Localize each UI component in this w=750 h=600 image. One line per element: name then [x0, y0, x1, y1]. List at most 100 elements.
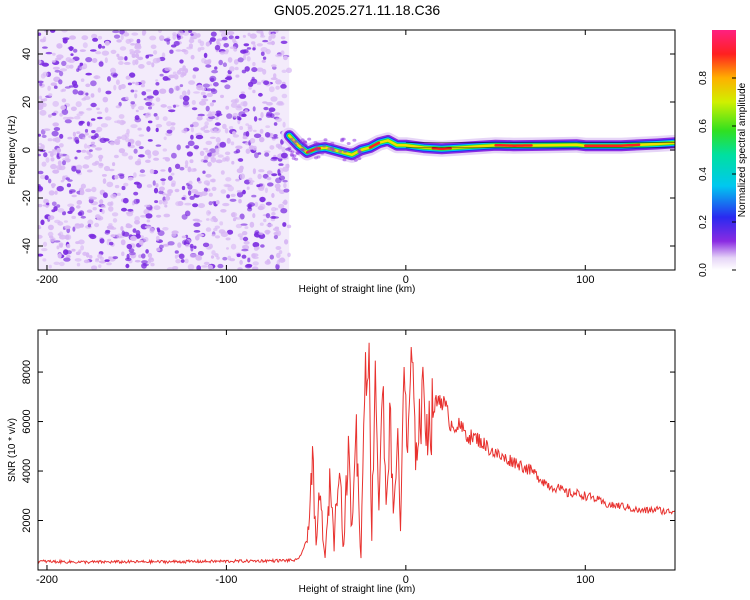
noise-speckle	[167, 241, 175, 246]
noise-speckle	[223, 183, 231, 188]
noise-speckle	[155, 123, 163, 128]
noise-speckle	[121, 207, 127, 212]
spectrogram-x-label: Height of straight line (km)	[299, 284, 416, 295]
noise-speckle	[280, 50, 285, 56]
noise-speckle	[209, 102, 215, 107]
noise-speckle	[253, 116, 258, 122]
noise-speckle	[120, 34, 124, 41]
noise-speckle	[192, 67, 199, 72]
noise-speckle	[110, 227, 117, 230]
ridge-fringe	[343, 150, 348, 153]
noise-speckle	[57, 221, 64, 226]
noise-speckle	[42, 46, 48, 49]
noise-speckle	[259, 222, 264, 226]
noise-speckle	[268, 86, 275, 93]
noise-speckle	[88, 233, 96, 238]
noise-speckle	[224, 84, 231, 90]
colorbar-tick-label: 0.8	[698, 71, 709, 85]
noise-speckle	[242, 49, 249, 54]
noise-speckle	[174, 74, 179, 80]
noise-speckle	[110, 67, 116, 74]
noise-speckle	[177, 242, 182, 248]
noise-speckle	[171, 180, 177, 186]
noise-speckle	[208, 201, 213, 206]
noise-speckle	[185, 145, 190, 149]
noise-speckle	[227, 255, 232, 261]
noise-speckle	[91, 33, 98, 39]
noise-speckle	[166, 40, 170, 45]
noise-speckle	[225, 177, 232, 182]
noise-speckle	[198, 100, 207, 106]
noise-speckle	[134, 259, 141, 263]
noise-speckle	[86, 169, 93, 173]
noise-speckle	[191, 121, 199, 128]
noise-speckle	[89, 149, 93, 152]
noise-speckle	[252, 213, 256, 219]
noise-speckle	[96, 107, 100, 111]
noise-speckle	[146, 184, 153, 188]
snr-series-line	[38, 342, 675, 565]
noise-speckle	[49, 237, 56, 243]
noise-speckle	[116, 53, 120, 58]
noise-speckle	[282, 121, 286, 128]
noise-speckle	[207, 264, 213, 270]
noise-speckle	[132, 228, 137, 233]
noise-speckle	[252, 266, 259, 270]
noise-speckle	[104, 57, 108, 64]
noise-speckle	[162, 116, 168, 121]
noise-speckle	[47, 85, 51, 92]
noise-speckle	[226, 194, 231, 199]
noise-speckle	[53, 261, 60, 265]
noise-speckle	[133, 172, 137, 178]
noise-speckle	[126, 253, 130, 260]
noise-speckle	[129, 251, 136, 256]
noise-speckle	[242, 100, 248, 107]
noise-speckle	[40, 73, 46, 79]
noise-speckle	[85, 252, 90, 258]
noise-speckle	[271, 156, 279, 160]
noise-speckle	[136, 182, 142, 189]
ridge-fringe	[351, 156, 356, 160]
noise-speckle	[108, 223, 113, 227]
noise-speckle	[193, 145, 200, 150]
noise-speckle	[113, 84, 117, 91]
noise-speckle	[262, 56, 267, 60]
noise-speckle	[114, 138, 121, 144]
noise-speckle	[160, 169, 166, 172]
noise-speckle	[229, 198, 237, 202]
noise-speckle	[263, 80, 270, 85]
noise-speckle	[160, 178, 167, 182]
noise-speckle	[239, 260, 243, 265]
noise-speckle	[197, 251, 204, 256]
noise-speckle	[181, 90, 187, 97]
noise-speckle	[40, 219, 45, 226]
noise-speckle	[149, 35, 157, 41]
noise-speckle	[283, 182, 287, 189]
noise-speckle	[266, 170, 273, 175]
noise-speckle	[127, 176, 134, 181]
noise-speckle	[236, 190, 242, 193]
noise-speckle	[213, 82, 219, 87]
noise-speckle	[242, 34, 246, 38]
noise-speckle	[171, 152, 177, 159]
noise-speckle	[106, 262, 112, 266]
noise-speckle	[217, 154, 224, 158]
noise-speckle	[85, 92, 89, 96]
noise-speckle	[64, 86, 71, 89]
noise-speckle	[102, 96, 109, 103]
noise-speckle	[203, 187, 208, 192]
noise-speckle	[53, 240, 61, 243]
noise-speckle	[76, 262, 81, 267]
noise-speckle	[108, 256, 112, 260]
noise-speckle	[138, 154, 145, 158]
noise-speckle	[127, 82, 132, 86]
noise-speckle	[188, 180, 193, 186]
noise-speckle	[247, 126, 253, 132]
y-tick-label: 2000	[21, 508, 33, 532]
noise-speckle	[174, 250, 179, 254]
noise-speckle	[260, 31, 264, 37]
ridge-fringe	[295, 152, 300, 156]
noise-speckle	[76, 149, 82, 153]
noise-speckle	[123, 61, 131, 65]
noise-speckle	[273, 122, 278, 126]
